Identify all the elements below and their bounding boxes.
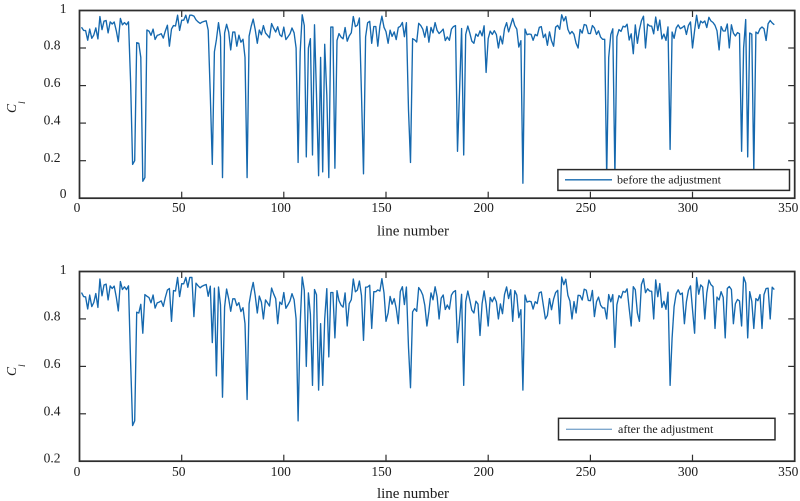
svg-text:1: 1: [60, 1, 67, 16]
svg-text:0.8: 0.8: [44, 38, 61, 53]
svg-text:50: 50: [172, 200, 186, 215]
svg-text:line number: line number: [377, 486, 449, 501]
svg-text:0.8: 0.8: [44, 308, 61, 323]
svg-text:0.2: 0.2: [44, 451, 61, 466]
svg-text:250: 250: [576, 464, 597, 479]
svg-text:150: 150: [371, 200, 392, 215]
svg-text:300: 300: [678, 464, 699, 479]
svg-text:after the adjustment: after the adjustment: [618, 422, 714, 436]
svg-text:100: 100: [271, 200, 292, 215]
svg-text:200: 200: [474, 464, 495, 479]
svg-text:0.6: 0.6: [44, 356, 61, 371]
svg-text:0.6: 0.6: [44, 75, 61, 90]
svg-text:350: 350: [778, 464, 799, 479]
svg-text:0: 0: [60, 186, 67, 201]
svg-text:50: 50: [172, 464, 186, 479]
svg-text:1: 1: [60, 262, 67, 277]
svg-text:line number: line number: [377, 224, 449, 240]
svg-text:0: 0: [74, 200, 81, 215]
svg-text:0.2: 0.2: [44, 150, 61, 165]
svg-text:0: 0: [74, 464, 81, 479]
svg-text:250: 250: [576, 200, 597, 215]
svg-text:before the adjustment: before the adjustment: [617, 173, 722, 187]
svg-text:200: 200: [474, 200, 495, 215]
svg-text:150: 150: [371, 464, 392, 479]
svg-text:0.4: 0.4: [44, 113, 61, 128]
svg-text:100: 100: [271, 464, 292, 479]
svg-text:350: 350: [778, 200, 799, 215]
svg-text:0.4: 0.4: [44, 403, 61, 418]
svg-text:300: 300: [678, 200, 699, 215]
